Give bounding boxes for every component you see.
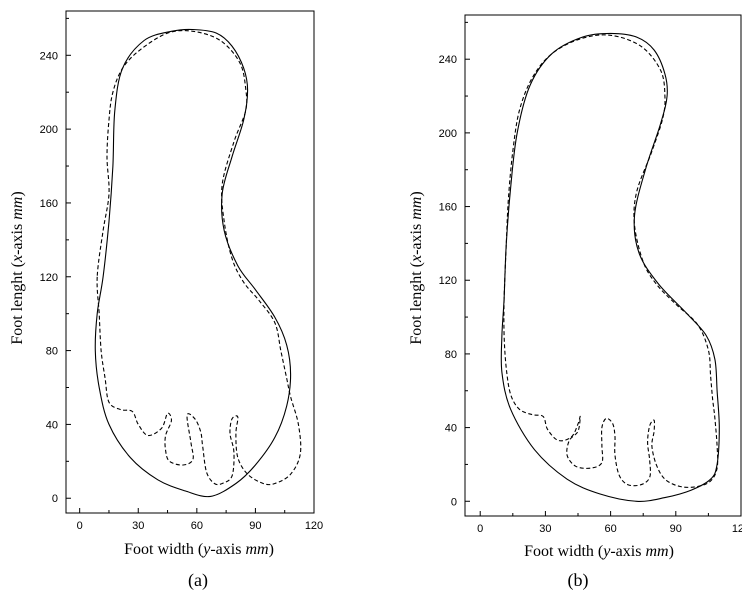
dashed-foot-outline xyxy=(96,30,302,486)
y-tick-label: 40 xyxy=(445,423,457,435)
chart-panel-b: 0 40 80 120 160 200 240 0 30 60 90 120 Foot width … xyxy=(408,14,742,591)
y-tick-label: 160 xyxy=(40,198,58,210)
x-axis-label-b: Foot width (y-axis mm) xyxy=(524,543,674,560)
series-a xyxy=(94,28,302,498)
panel-label-b: (b) xyxy=(568,570,589,591)
x-tick-label: 60 xyxy=(191,520,203,532)
x-tick-label: 30 xyxy=(539,523,551,535)
y-tick-label: 160 xyxy=(439,202,457,214)
solid-foot-outline xyxy=(94,28,292,498)
y-tick-label: 0 xyxy=(451,496,457,508)
x-tick-label: 0 xyxy=(477,523,483,535)
plot-frame-a xyxy=(65,10,315,514)
x-ticks-b: 0 30 60 90 120 xyxy=(477,511,742,535)
x-tick-label: 120 xyxy=(732,523,742,535)
x-tick-label: 60 xyxy=(604,523,616,535)
y-tick-label: 120 xyxy=(40,272,58,284)
y-tick-label: 200 xyxy=(40,124,58,136)
x-tick-label: 90 xyxy=(670,523,682,535)
x-tick-label: 120 xyxy=(305,520,323,532)
y-ticks-b: 0 40 80 120 160 200 240 xyxy=(439,21,470,508)
solid-foot-outline xyxy=(500,32,720,502)
y-axis-label-b: Foot lenght (x-axis mm) xyxy=(408,191,425,344)
y-tick-label: 40 xyxy=(46,419,58,431)
series-b xyxy=(500,32,720,502)
x-tick-label: 0 xyxy=(77,520,83,532)
y-tick-label: 80 xyxy=(46,346,58,358)
y-tick-label: 120 xyxy=(439,275,457,287)
x-ticks-a: 0 30 60 90 120 xyxy=(77,508,323,532)
y-tick-label: 240 xyxy=(40,50,58,62)
y-tick-label: 200 xyxy=(439,128,457,140)
x-axis-label-a: Foot width (y-axis mm) xyxy=(124,541,274,558)
dashed-foot-outline xyxy=(503,34,719,488)
y-ticks-a: 0 40 80 120 160 200 240 xyxy=(40,17,71,505)
panel-label-a: (a) xyxy=(188,570,208,591)
y-tick-label: 240 xyxy=(439,54,457,66)
x-tick-label: 90 xyxy=(249,520,261,532)
y-axis-label-a: Foot lenght (x-axis mm) xyxy=(9,191,26,344)
x-tick-label: 30 xyxy=(132,520,144,532)
y-tick-label: 0 xyxy=(52,493,58,505)
y-tick-label: 80 xyxy=(445,349,457,361)
chart-panel-a: 0 40 80 120 160 200 240 0 30 60 90 120 Foot width … xyxy=(9,10,323,591)
plot-frame-b xyxy=(464,14,742,517)
